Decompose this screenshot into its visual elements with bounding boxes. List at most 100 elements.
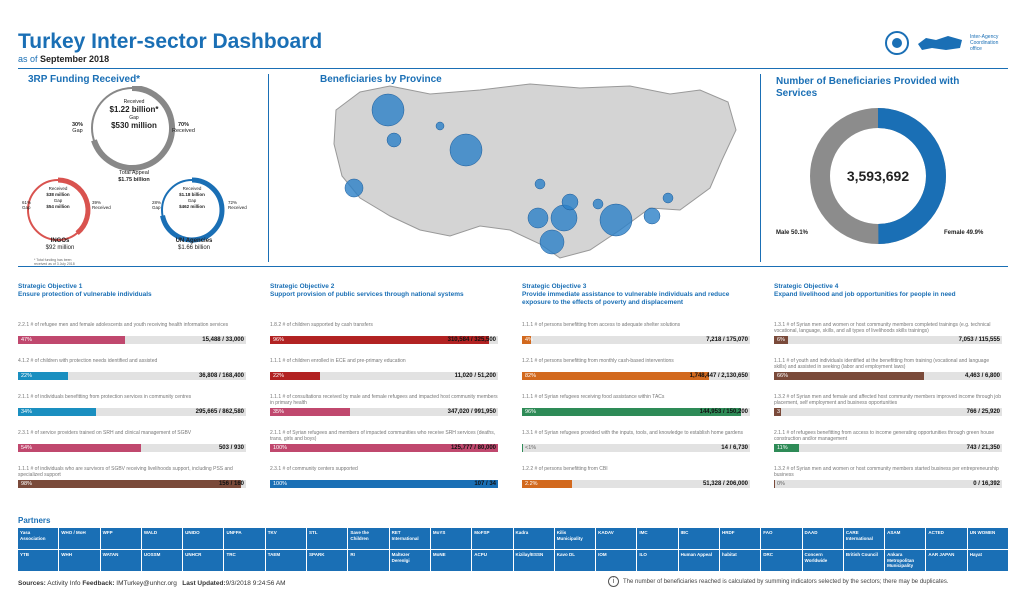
objective-label: Strategic Objective 4	[774, 283, 839, 290]
partner-cell: UN WOMEN	[967, 528, 1008, 549]
indicator-text: 1.8.2 # of children supported by cash tr…	[270, 322, 373, 328]
total-appeal: Total Appeal $1.75 billion	[118, 170, 150, 183]
indicator-bar: 54% 503 / 930	[18, 444, 246, 452]
indicator-pct: 98%	[21, 481, 33, 487]
indicator-bar: 22% 36,808 / 168,400	[18, 372, 246, 380]
objective-title: Ensure protection of vulnerable individu…	[18, 291, 152, 298]
partner-cell: Yasa Association	[18, 528, 59, 549]
objectives-divider	[18, 266, 1008, 267]
partner-cell: IBC	[678, 528, 719, 549]
partner-cell: Kizilay/ESSN	[513, 550, 554, 571]
main-gap-value: $530 million	[111, 121, 157, 130]
indicator-text: 2.1.1 # of individuals benefitting from …	[18, 394, 192, 400]
indicator-pct: 6%	[777, 337, 785, 343]
bubble-mardin	[599, 203, 633, 237]
indicator-text: 1.1.1 # of persons benefitting from acce…	[522, 322, 681, 328]
indicator: 1.1.1 # of youth and individuals identif…	[774, 358, 1002, 380]
partner-cell: CARE International	[843, 528, 885, 549]
indicator-text: 4.1.2 # of children with protection need…	[18, 358, 158, 364]
indicator-value: 36,808 / 168,400	[198, 373, 244, 379]
indicator-text: 2.3.1 # of service providers trained on …	[18, 430, 192, 436]
indicator-value: 7,218 / 175,070	[706, 337, 748, 343]
bubble-van	[662, 192, 674, 204]
indicator-text: 2.1.1 # of refugees benefitting from acc…	[774, 430, 995, 442]
partner-cell: AAR JAPAN	[926, 550, 967, 571]
indicator: 4.1.2 # of children with protection need…	[18, 358, 246, 380]
indicator-value: 144,953 / 150,200	[699, 409, 748, 415]
donut-title: Number of Beneficiaries Provided with Se…	[776, 76, 960, 99]
partners-title: Partners	[18, 516, 51, 525]
indicator-text: 1.2.2 # of persons benefitting from CBI	[522, 466, 608, 472]
as-of-label: as of	[18, 54, 38, 64]
partner-cell: UNFPA	[224, 528, 265, 549]
indicator-fill	[774, 372, 925, 380]
indicator-bar: 66% 4,463 / 6,800	[774, 372, 1002, 380]
indicator-pct: 96%	[525, 409, 537, 415]
main-received-label: Received	[123, 99, 145, 105]
main-received-value: $1.22 billion*	[109, 105, 159, 114]
indicator-value: 51,328 / 206,000	[702, 481, 748, 487]
ngo-left-pct: 61% Gap	[22, 200, 32, 210]
objective-2: Strategic Objective 2 Support provision o…	[270, 283, 508, 299]
turkey-map-icon	[918, 36, 962, 50]
ngo-gauge-text: Received $38 million Gap $54 million	[46, 186, 70, 209]
indicator-pct: <1%	[525, 445, 537, 451]
partner-cell: MoYS	[430, 528, 472, 549]
indicator-bar: 4% 7,218 / 175,070	[522, 336, 750, 344]
objective-label: Strategic Objective 2	[270, 283, 335, 290]
indicator-fill	[774, 480, 776, 488]
partner-cell: Human Appeal	[678, 550, 719, 571]
indicator-fill	[522, 336, 532, 344]
partner-cell: DAAD	[802, 528, 843, 549]
partner-cell: Kavo DL	[554, 550, 596, 571]
indicator: 1.3.2 # of Syrian men and women or host …	[774, 466, 1002, 488]
indicator-fill	[270, 408, 350, 416]
bubble-sirnak	[643, 207, 661, 225]
bubble-malatya	[534, 178, 546, 190]
indicator-pct: 100%	[273, 481, 288, 487]
indicator-bar: 100% 125,777 / 80,000	[270, 444, 498, 452]
indicator-pct: 35%	[273, 409, 285, 415]
indicator-value: 310,584 / 325,500	[447, 337, 496, 343]
indicator-pct: 22%	[273, 373, 285, 379]
indicator: 1.1.1 # of individuals who are survivors…	[18, 466, 246, 488]
partner-cell: UNHCR	[183, 550, 224, 571]
date-value: September 2018	[40, 54, 110, 64]
sources-value: Activity Info	[47, 580, 81, 587]
partner-cell: HRDF	[719, 528, 761, 549]
funding-gauges	[27, 86, 225, 243]
un-total: UN Agencies $1.66 billion	[175, 238, 213, 251]
partner-cell: MoFSP	[472, 528, 513, 549]
partner-cell: ASAM	[885, 528, 926, 549]
partner-cell: ILO	[637, 550, 678, 571]
indicator-fill	[18, 336, 126, 344]
indicator: 2.1.1 # of Syrian refugees and members o…	[270, 430, 498, 452]
indicator-fill	[18, 444, 142, 452]
indicator-bar: <1% 14 / 6,730	[522, 444, 750, 452]
indicator-text: 2.2.1 # of refugee men and female adoles…	[18, 322, 229, 328]
bubble-istanbul	[371, 93, 405, 127]
partner-cell: WATAN	[100, 550, 141, 571]
indicator: 1.2.1 # of persons benefitting from mont…	[522, 358, 750, 380]
indicator-text: 1.3.1 # of Syrian refugees provided with…	[522, 430, 743, 436]
province-map	[333, 83, 737, 259]
indicator-text: 1.3.1 # of Syrian men and women or host …	[774, 322, 991, 334]
partner-cell: IOM	[596, 550, 637, 571]
partner-cell: British Council	[843, 550, 885, 571]
un-gauge-text: Received $1.18 billion Gap $462 million	[179, 186, 205, 209]
partner-cell: WHO / MoH	[59, 528, 100, 549]
partner-cell: Ankara Metropolitan Municipality	[885, 550, 926, 571]
funding-footnote: * Total funding has been received as of …	[34, 258, 75, 266]
objective-title: Provide immediate assistance to vulnerab…	[522, 291, 730, 306]
donut-female	[877, 108, 946, 244]
indicator-bar: 98% 156 / 160	[18, 480, 246, 488]
objective-title: Support provision of public services thr…	[270, 291, 464, 298]
indicator-fill	[774, 408, 781, 416]
indicator: 1.1.1 # of Syrian refugees receiving foo…	[522, 394, 750, 416]
partner-cell: Hayat	[967, 550, 1008, 571]
beneficiaries-donut	[810, 108, 946, 244]
indicator-pct: 100%	[273, 445, 288, 451]
partners-grid: Yasa Association WHO / MoH WFP WALD UNIDO UNF…	[18, 528, 1008, 571]
indicator-fill	[522, 480, 573, 488]
indicator-bar: 82% 1,748,447 / 2,130,650	[522, 372, 750, 380]
